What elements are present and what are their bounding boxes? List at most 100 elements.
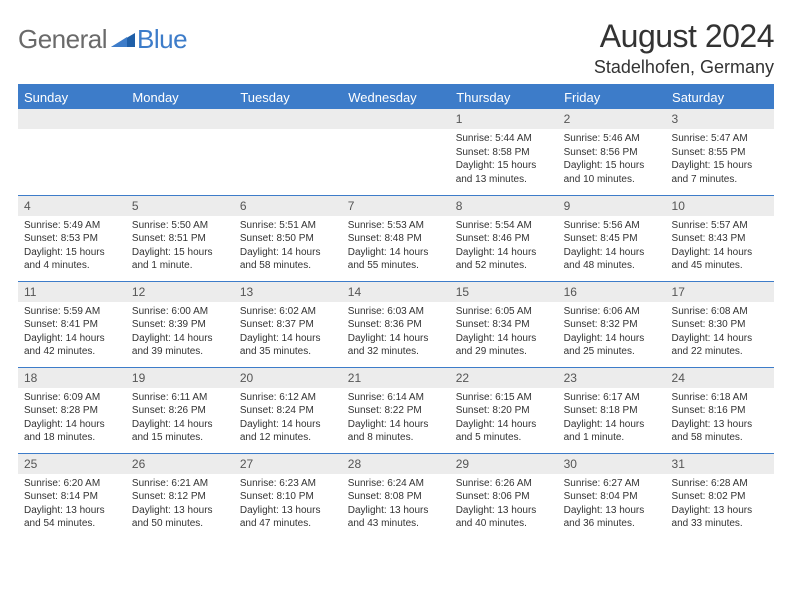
day-details: Sunrise: 5:59 AMSunset: 8:41 PMDaylight:… xyxy=(18,302,126,362)
daylight-line: Daylight: 14 hours and 39 minutes. xyxy=(132,332,228,359)
daylight-line: Daylight: 13 hours and 40 minutes. xyxy=(456,504,552,531)
calendar-cell: 27Sunrise: 6:23 AMSunset: 8:10 PMDayligh… xyxy=(234,453,342,539)
sunset-line: Sunset: 8:53 PM xyxy=(24,232,120,246)
daylight-line: Daylight: 13 hours and 43 minutes. xyxy=(348,504,444,531)
day-number: 29 xyxy=(450,454,558,474)
calendar-cell: 20Sunrise: 6:12 AMSunset: 8:24 PMDayligh… xyxy=(234,367,342,453)
sunset-line: Sunset: 8:34 PM xyxy=(456,318,552,332)
day-details: Sunrise: 6:11 AMSunset: 8:26 PMDaylight:… xyxy=(126,388,234,448)
calendar-cell: 23Sunrise: 6:17 AMSunset: 8:18 PMDayligh… xyxy=(558,367,666,453)
calendar-cell: 10Sunrise: 5:57 AMSunset: 8:43 PMDayligh… xyxy=(666,195,774,281)
day-details: Sunrise: 6:12 AMSunset: 8:24 PMDaylight:… xyxy=(234,388,342,448)
sunset-line: Sunset: 8:10 PM xyxy=(240,490,336,504)
day-details: Sunrise: 6:14 AMSunset: 8:22 PMDaylight:… xyxy=(342,388,450,448)
day-details: Sunrise: 5:46 AMSunset: 8:56 PMDaylight:… xyxy=(558,129,666,189)
sunrise-line: Sunrise: 6:18 AM xyxy=(672,391,768,405)
day-number: 22 xyxy=(450,368,558,388)
day-details: Sunrise: 6:27 AMSunset: 8:04 PMDaylight:… xyxy=(558,474,666,534)
sunrise-line: Sunrise: 6:26 AM xyxy=(456,477,552,491)
calendar-table: Sunday Monday Tuesday Wednesday Thursday… xyxy=(18,84,774,539)
day-details: Sunrise: 6:17 AMSunset: 8:18 PMDaylight:… xyxy=(558,388,666,448)
day-number: 26 xyxy=(126,454,234,474)
sunset-line: Sunset: 8:20 PM xyxy=(456,404,552,418)
day-details xyxy=(234,129,342,135)
daylight-line: Daylight: 13 hours and 33 minutes. xyxy=(672,504,768,531)
day-number: 18 xyxy=(18,368,126,388)
sunrise-line: Sunrise: 5:44 AM xyxy=(456,132,552,146)
day-details: Sunrise: 5:50 AMSunset: 8:51 PMDaylight:… xyxy=(126,216,234,276)
sunset-line: Sunset: 8:43 PM xyxy=(672,232,768,246)
brand-triangle-icon xyxy=(111,27,135,52)
day-details xyxy=(342,129,450,135)
calendar-cell: 15Sunrise: 6:05 AMSunset: 8:34 PMDayligh… xyxy=(450,281,558,367)
sunset-line: Sunset: 8:45 PM xyxy=(564,232,660,246)
weekday-header: Wednesday xyxy=(342,85,450,109)
sunset-line: Sunset: 8:51 PM xyxy=(132,232,228,246)
weekday-header: Monday xyxy=(126,85,234,109)
daylight-line: Daylight: 14 hours and 55 minutes. xyxy=(348,246,444,273)
weekday-header: Saturday xyxy=(666,85,774,109)
calendar-week-row: 18Sunrise: 6:09 AMSunset: 8:28 PMDayligh… xyxy=(18,367,774,453)
sunset-line: Sunset: 8:55 PM xyxy=(672,146,768,160)
day-details: Sunrise: 5:47 AMSunset: 8:55 PMDaylight:… xyxy=(666,129,774,189)
calendar-cell xyxy=(234,109,342,195)
daylight-line: Daylight: 14 hours and 12 minutes. xyxy=(240,418,336,445)
sunrise-line: Sunrise: 6:12 AM xyxy=(240,391,336,405)
daylight-line: Daylight: 14 hours and 15 minutes. xyxy=(132,418,228,445)
sunrise-line: Sunrise: 6:11 AM xyxy=(132,391,228,405)
sunset-line: Sunset: 8:48 PM xyxy=(348,232,444,246)
day-details: Sunrise: 5:56 AMSunset: 8:45 PMDaylight:… xyxy=(558,216,666,276)
weekday-header: Sunday xyxy=(18,85,126,109)
sunrise-line: Sunrise: 6:21 AM xyxy=(132,477,228,491)
sunrise-line: Sunrise: 5:49 AM xyxy=(24,219,120,233)
daylight-line: Daylight: 14 hours and 48 minutes. xyxy=(564,246,660,273)
weekday-header: Thursday xyxy=(450,85,558,109)
calendar-cell: 2Sunrise: 5:46 AMSunset: 8:56 PMDaylight… xyxy=(558,109,666,195)
sunrise-line: Sunrise: 6:23 AM xyxy=(240,477,336,491)
day-details: Sunrise: 6:24 AMSunset: 8:08 PMDaylight:… xyxy=(342,474,450,534)
calendar-week-row: 11Sunrise: 5:59 AMSunset: 8:41 PMDayligh… xyxy=(18,281,774,367)
calendar-cell: 24Sunrise: 6:18 AMSunset: 8:16 PMDayligh… xyxy=(666,367,774,453)
sunset-line: Sunset: 8:36 PM xyxy=(348,318,444,332)
daylight-line: Daylight: 14 hours and 25 minutes. xyxy=(564,332,660,359)
day-number: 24 xyxy=(666,368,774,388)
calendar-cell: 30Sunrise: 6:27 AMSunset: 8:04 PMDayligh… xyxy=(558,453,666,539)
brand-word-1: General xyxy=(18,24,107,55)
sunset-line: Sunset: 8:18 PM xyxy=(564,404,660,418)
day-number: 28 xyxy=(342,454,450,474)
day-number: 12 xyxy=(126,282,234,302)
sunset-line: Sunset: 8:30 PM xyxy=(672,318,768,332)
day-details: Sunrise: 5:54 AMSunset: 8:46 PMDaylight:… xyxy=(450,216,558,276)
calendar-cell xyxy=(126,109,234,195)
brand-word-2: Blue xyxy=(137,24,187,55)
daylight-line: Daylight: 14 hours and 8 minutes. xyxy=(348,418,444,445)
calendar-cell: 12Sunrise: 6:00 AMSunset: 8:39 PMDayligh… xyxy=(126,281,234,367)
day-details: Sunrise: 6:26 AMSunset: 8:06 PMDaylight:… xyxy=(450,474,558,534)
sunrise-line: Sunrise: 6:27 AM xyxy=(564,477,660,491)
day-details: Sunrise: 5:53 AMSunset: 8:48 PMDaylight:… xyxy=(342,216,450,276)
sunset-line: Sunset: 8:46 PM xyxy=(456,232,552,246)
sunset-line: Sunset: 8:50 PM xyxy=(240,232,336,246)
day-details: Sunrise: 6:21 AMSunset: 8:12 PMDaylight:… xyxy=(126,474,234,534)
daylight-line: Daylight: 13 hours and 47 minutes. xyxy=(240,504,336,531)
sunrise-line: Sunrise: 6:17 AM xyxy=(564,391,660,405)
day-details xyxy=(126,129,234,135)
calendar-cell: 21Sunrise: 6:14 AMSunset: 8:22 PMDayligh… xyxy=(342,367,450,453)
calendar-cell: 6Sunrise: 5:51 AMSunset: 8:50 PMDaylight… xyxy=(234,195,342,281)
sunrise-line: Sunrise: 5:46 AM xyxy=(564,132,660,146)
calendar-cell: 14Sunrise: 6:03 AMSunset: 8:36 PMDayligh… xyxy=(342,281,450,367)
sunrise-line: Sunrise: 6:03 AM xyxy=(348,305,444,319)
daylight-line: Daylight: 14 hours and 18 minutes. xyxy=(24,418,120,445)
day-details: Sunrise: 5:57 AMSunset: 8:43 PMDaylight:… xyxy=(666,216,774,276)
day-details: Sunrise: 6:03 AMSunset: 8:36 PMDaylight:… xyxy=(342,302,450,362)
daylight-line: Daylight: 14 hours and 5 minutes. xyxy=(456,418,552,445)
day-number: 10 xyxy=(666,196,774,216)
daylight-line: Daylight: 14 hours and 35 minutes. xyxy=(240,332,336,359)
sunset-line: Sunset: 8:14 PM xyxy=(24,490,120,504)
day-number: 15 xyxy=(450,282,558,302)
header: General Blue August 2024 Stadelhofen, Ge… xyxy=(18,18,774,78)
calendar-week-row: 25Sunrise: 6:20 AMSunset: 8:14 PMDayligh… xyxy=(18,453,774,539)
sunset-line: Sunset: 8:22 PM xyxy=(348,404,444,418)
day-number: 17 xyxy=(666,282,774,302)
calendar-week-row: 1Sunrise: 5:44 AMSunset: 8:58 PMDaylight… xyxy=(18,109,774,195)
